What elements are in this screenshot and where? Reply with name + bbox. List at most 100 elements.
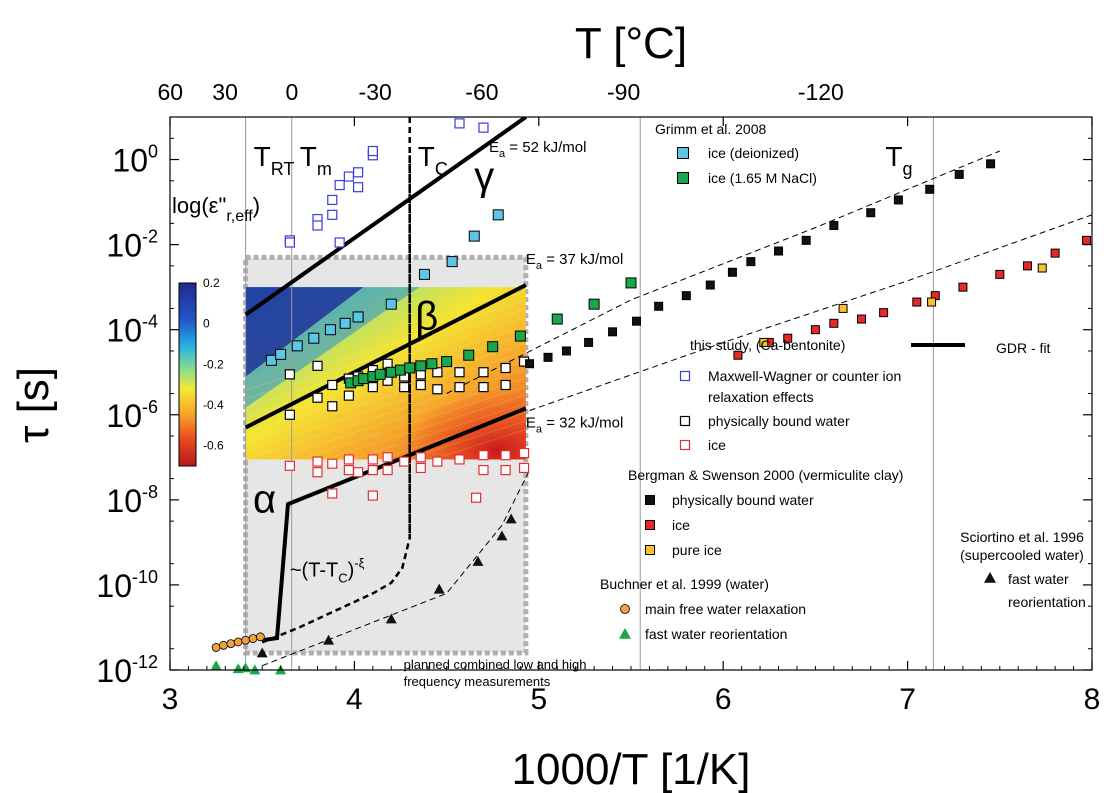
data-point <box>343 454 354 465</box>
data-point <box>518 462 530 474</box>
data-point <box>426 358 438 370</box>
top-tick-label: 60 <box>158 79 184 105</box>
data-point <box>312 220 323 231</box>
data-point <box>358 373 370 385</box>
data-point <box>324 324 336 336</box>
data-point <box>454 118 465 129</box>
top-tick-label: 30 <box>212 79 238 105</box>
data-point <box>500 362 511 374</box>
data-point <box>308 332 320 344</box>
top-tick-label: -30 <box>359 79 392 105</box>
data-point <box>284 369 295 380</box>
heatmap-contour <box>245 403 527 494</box>
data-point <box>829 220 839 230</box>
legend-marker <box>620 604 630 614</box>
data-point <box>681 291 691 301</box>
data-point <box>478 450 489 461</box>
activation-energy-label: Ea = 52 kJ/mol <box>489 139 586 160</box>
data-point <box>759 337 769 347</box>
data-point <box>256 647 268 658</box>
data-point <box>986 159 996 169</box>
data-point <box>500 379 511 391</box>
data-point <box>927 297 937 307</box>
fit-line <box>261 406 527 643</box>
data-point <box>584 337 594 347</box>
x-tick-label: 8 <box>1084 683 1101 716</box>
data-point <box>551 313 563 325</box>
planned-region-label: frequency measurements <box>404 674 551 689</box>
data-point <box>327 209 338 220</box>
top-tick-label: -60 <box>465 79 498 105</box>
greek-label: α <box>253 478 276 522</box>
top-tick-label: 0 <box>285 79 298 105</box>
data-point <box>327 194 338 206</box>
legend-item: relaxation effects <box>708 389 814 405</box>
legend-item: ice (deionized) <box>708 145 799 161</box>
data-point <box>505 513 517 524</box>
data-point <box>399 382 410 393</box>
x-tick-label: 5 <box>530 683 547 716</box>
data-point <box>705 280 715 290</box>
y-tick-label: 10-6 <box>106 397 158 434</box>
data-point <box>441 356 453 368</box>
planned-region-label: planned combined low and high <box>404 657 587 672</box>
legend-heading: this study, (Ca-bentonite) <box>690 337 845 353</box>
data-point <box>893 195 903 205</box>
heatmap-contour <box>245 351 527 443</box>
data-point <box>879 308 889 318</box>
data-point <box>632 316 642 326</box>
data-point <box>432 367 443 378</box>
fit-line <box>244 117 528 317</box>
legend-marker <box>984 572 996 583</box>
activation-energy-label: Ea = 37 kJ/mol <box>526 251 623 272</box>
legend-marker <box>677 147 689 159</box>
data-point <box>608 327 618 337</box>
legend-marker <box>619 628 631 639</box>
data-point <box>291 340 303 352</box>
data-point <box>415 452 426 463</box>
legend-item: ice <box>708 437 726 453</box>
data-point <box>925 184 935 194</box>
legend-item: Maxwell-Wagner or counter ion <box>708 368 901 384</box>
y-tick-label: 10-8 <box>106 482 158 519</box>
reference-line-label: TRT <box>254 141 295 179</box>
data-point <box>463 349 475 361</box>
data-point <box>625 277 637 289</box>
divergence-annotation: ~(T-TC)-ξ <box>290 555 365 585</box>
data-point <box>367 490 378 501</box>
data-point <box>454 382 465 393</box>
legend-item: main free water relaxation <box>645 601 806 617</box>
reference-line-label: TC <box>418 141 448 179</box>
y-tick-label: 10-4 <box>106 312 158 349</box>
data-point <box>241 635 251 645</box>
data-point <box>418 268 430 280</box>
data-point <box>958 282 968 292</box>
data-point <box>343 171 354 182</box>
data-point <box>415 462 426 474</box>
data-point <box>240 662 252 673</box>
data-point <box>1081 235 1091 245</box>
data-point <box>415 379 426 391</box>
data-point <box>525 359 535 369</box>
activation-energy-label: Ea = 32 kJ/mol <box>526 415 623 436</box>
data-point <box>1037 263 1047 273</box>
data-point <box>232 663 244 674</box>
data-point <box>446 256 458 268</box>
data-point <box>219 640 228 650</box>
data-point <box>352 311 364 323</box>
data-point <box>284 409 295 420</box>
y-axis-label: τ [s] <box>9 367 58 443</box>
legend-heading: Sciortino et al. 1996 <box>960 529 1084 545</box>
data-point <box>810 325 820 335</box>
data-point <box>471 492 482 503</box>
data-point <box>857 314 866 324</box>
legend-marker <box>677 172 689 184</box>
fit-line <box>446 150 1000 394</box>
heatmap-contour <box>245 377 527 469</box>
data-point <box>866 208 876 218</box>
colorbar-tick-label: 0.2 <box>203 276 220 290</box>
data-point <box>352 182 364 193</box>
data-point <box>487 341 499 353</box>
data-point <box>327 458 338 469</box>
